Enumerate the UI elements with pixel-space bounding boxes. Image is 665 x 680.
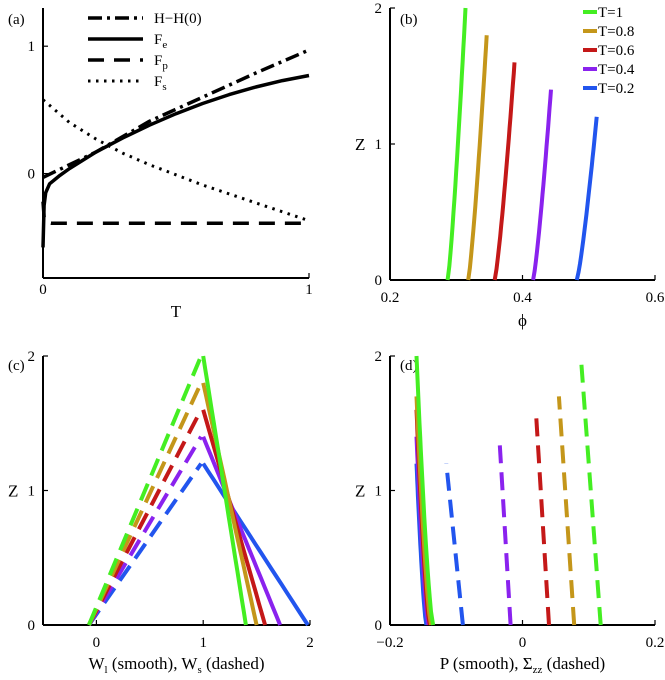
panel-label-c: (c) xyxy=(8,358,25,374)
szz-dashed-line xyxy=(444,463,465,626)
ws-dashed-line xyxy=(87,462,203,627)
y-axis-label: Z xyxy=(355,482,365,501)
y-tick-label: 2 xyxy=(375,1,383,17)
x-tick-label: 0.4 xyxy=(513,290,532,306)
x-axis-label-text: W xyxy=(88,654,105,673)
legend-label: Fp xyxy=(154,53,168,72)
legend-label: T=1 xyxy=(598,5,623,21)
ws-dashed-line xyxy=(87,355,203,626)
legend-label-subscript: e xyxy=(162,39,167,51)
series-line-solid xyxy=(41,73,310,248)
legend-label: Fe xyxy=(154,32,167,51)
x-axis-label-subscript: s xyxy=(197,664,201,676)
x-tick-label: 0.2 xyxy=(646,635,665,651)
legend-label: T=0.8 xyxy=(598,24,634,40)
phi-curve xyxy=(531,89,553,281)
x-axis-label: ϕ xyxy=(518,311,527,330)
x-axis-label-text: P (smooth), Σ xyxy=(440,654,533,673)
y-tick-label: 0 xyxy=(28,167,36,183)
x-axis-label-text: (dashed) xyxy=(202,654,265,673)
y-axis-label: Z xyxy=(8,482,18,501)
szz-dashed-line xyxy=(497,436,513,626)
x-tick-label: 0 xyxy=(93,635,101,651)
y-axis-label: Z xyxy=(355,135,365,154)
y-tick-label: 0 xyxy=(28,618,36,634)
series-line-dotted xyxy=(42,98,310,223)
y-tick-label: 1 xyxy=(375,484,383,500)
x-tick-label: 0.6 xyxy=(646,290,665,306)
legend-label-subscript: s xyxy=(162,81,166,93)
wl-smooth-line xyxy=(201,462,310,627)
x-axis-label-text: (smooth), W xyxy=(108,654,199,673)
x-tick-label: 0 xyxy=(39,282,47,298)
legend-label: T=0.6 xyxy=(598,43,635,59)
x-tick-label: 1 xyxy=(199,635,207,651)
legend-label-text: F xyxy=(154,53,162,69)
y-tick-label: 1 xyxy=(28,39,36,55)
y-tick-label: 2 xyxy=(375,349,383,365)
phi-curve xyxy=(445,7,468,281)
szz-dashed-line xyxy=(556,396,577,626)
ws-dashed-line xyxy=(87,435,203,627)
legend-label-subscript: p xyxy=(162,60,168,72)
phi-curve xyxy=(466,35,489,281)
szz-dashed-line xyxy=(578,355,603,626)
legend-label-text: F xyxy=(154,74,162,90)
y-tick-label: 1 xyxy=(375,137,383,153)
series-line-dashed xyxy=(41,201,309,225)
y-tick-label: 2 xyxy=(28,349,36,365)
phi-curve xyxy=(574,116,599,281)
panel-label-a: (a) xyxy=(8,12,25,28)
x-axis-label-text: (dashed) xyxy=(542,654,605,673)
szz-dashed-line xyxy=(533,409,551,626)
x-tick-label: 0 xyxy=(519,635,527,651)
p-smooth-line xyxy=(414,355,436,626)
panel-label-d: (d) xyxy=(400,358,418,374)
phi-curve xyxy=(492,62,517,281)
legend-label-text: F xyxy=(154,32,162,48)
legend-label: H−H(0) xyxy=(154,11,202,27)
legend-label-text: H−H(0) xyxy=(154,11,202,27)
legend-label: T=0.4 xyxy=(598,62,635,78)
x-axis-label: T xyxy=(171,302,182,321)
x-axis-label-subscript: l xyxy=(105,664,108,676)
x-axis-label-subscript: zz xyxy=(533,664,543,676)
x-axis-label: P (smooth), Σzz (dashed) xyxy=(440,654,605,676)
y-tick-label: 0 xyxy=(375,273,383,289)
legend-label: T=0.2 xyxy=(598,81,634,97)
wl-smooth-line xyxy=(201,355,248,626)
legend-label: Fs xyxy=(154,74,167,93)
x-axis-label: Wl (smooth), Ws (dashed) xyxy=(88,654,264,676)
y-tick-label: 0 xyxy=(375,618,383,634)
panel-label-b: (b) xyxy=(400,12,418,28)
x-tick-label: −0.2 xyxy=(376,635,403,651)
x-tick-label: 1 xyxy=(305,282,313,298)
wl-smooth-line xyxy=(201,435,282,626)
x-tick-label: 2 xyxy=(306,635,314,651)
x-tick-label: 0.2 xyxy=(381,290,400,306)
panel-b: 0.2 0.4 0.6 0 1 2 (b) ϕ Z T=1 T=0.8 T=0.6 T=0.4 T=0.2 xyxy=(355,1,665,330)
series-line-dashdot xyxy=(42,48,310,179)
y-tick-label: 1 xyxy=(28,484,36,500)
